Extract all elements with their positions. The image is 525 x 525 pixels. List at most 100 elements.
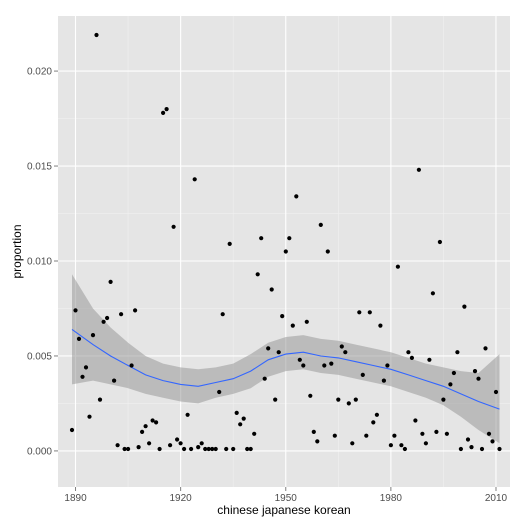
data-point xyxy=(234,410,239,415)
data-point xyxy=(245,446,250,452)
data-point xyxy=(97,397,103,402)
data-point xyxy=(255,272,260,277)
y-axis-title: proportion xyxy=(10,224,24,278)
y-tick-label: 0.005 xyxy=(27,351,52,362)
data-point xyxy=(136,445,141,450)
data-point xyxy=(112,378,117,383)
data-point xyxy=(290,323,295,328)
data-point xyxy=(423,441,428,446)
data-point xyxy=(94,32,99,38)
data-point xyxy=(164,107,169,112)
data-point xyxy=(238,422,243,427)
data-point xyxy=(336,397,341,402)
data-point xyxy=(280,314,285,319)
y-axis-ticks: 0.000 0.005 0.010 0.015 0.020 xyxy=(27,67,58,457)
data-point xyxy=(441,397,446,402)
data-point xyxy=(409,355,414,360)
y-tick-label: 0.020 xyxy=(27,67,52,78)
x-axis-title: chinese japanese korean xyxy=(217,503,350,517)
data-point xyxy=(374,412,379,417)
data-point xyxy=(182,446,187,452)
data-point xyxy=(252,431,257,436)
data-point xyxy=(381,378,386,383)
data-point xyxy=(192,177,197,182)
data-point xyxy=(455,350,460,355)
data-point xyxy=(220,312,225,317)
data-point xyxy=(416,167,421,172)
data-point xyxy=(210,446,215,452)
data-point xyxy=(185,412,190,417)
data-point xyxy=(90,333,96,338)
data-point xyxy=(364,433,369,438)
data-point xyxy=(479,446,485,452)
data-point xyxy=(189,446,194,452)
data-point xyxy=(196,445,201,450)
y-tick-label: 0.015 xyxy=(27,162,52,173)
data-point xyxy=(269,287,274,292)
data-point xyxy=(203,446,208,452)
data-point xyxy=(101,319,106,324)
data-point xyxy=(157,446,162,452)
data-point xyxy=(154,420,159,425)
data-point xyxy=(465,437,471,442)
data-point xyxy=(140,429,145,434)
data-point xyxy=(311,429,316,434)
y-tick-label: 0.000 xyxy=(27,446,52,457)
data-point xyxy=(73,308,78,313)
data-point xyxy=(108,279,113,284)
x-tick-label: 1890 xyxy=(64,493,87,504)
data-point xyxy=(318,222,323,227)
data-point xyxy=(224,446,229,452)
data-point xyxy=(385,363,390,368)
data-point xyxy=(483,346,488,351)
data-point xyxy=(143,424,148,429)
data-point xyxy=(80,374,85,379)
data-point xyxy=(83,365,89,370)
data-point xyxy=(434,429,439,434)
data-point xyxy=(430,291,435,296)
x-axis-ticks: 1890 1920 1950 1980 2010 xyxy=(64,487,508,504)
data-point xyxy=(115,443,120,448)
data-point xyxy=(427,357,432,362)
data-point xyxy=(178,441,183,446)
data-point xyxy=(399,443,404,448)
data-point xyxy=(161,110,166,115)
data-point xyxy=(437,239,442,245)
data-point xyxy=(308,393,313,398)
data-point xyxy=(262,376,267,381)
data-point xyxy=(304,319,309,324)
data-point xyxy=(472,369,478,374)
data-point xyxy=(231,446,236,452)
data-point xyxy=(133,308,138,313)
data-point xyxy=(469,445,474,450)
data-point xyxy=(367,310,372,315)
data-point xyxy=(339,344,344,349)
x-tick-label: 1920 xyxy=(170,493,193,504)
data-point xyxy=(150,418,155,423)
data-point xyxy=(283,249,288,254)
data-point xyxy=(129,363,134,368)
data-point xyxy=(248,446,253,452)
data-point xyxy=(217,389,222,395)
data-points xyxy=(69,32,502,452)
data-point xyxy=(105,315,110,321)
data-point xyxy=(360,372,365,377)
data-point xyxy=(357,310,362,315)
smooth-trend-line xyxy=(71,328,500,410)
data-point xyxy=(241,416,246,421)
data-point xyxy=(325,249,330,254)
data-point xyxy=(406,350,411,355)
data-point xyxy=(126,446,131,452)
data-point xyxy=(266,346,271,351)
data-point xyxy=(301,363,306,368)
data-point xyxy=(486,431,492,436)
data-point xyxy=(451,370,456,376)
data-point xyxy=(322,363,327,368)
data-point xyxy=(378,323,383,328)
data-point xyxy=(371,420,376,425)
data-point xyxy=(315,439,320,444)
data-point xyxy=(329,361,334,366)
data-point xyxy=(462,304,467,309)
x-tick-label: 1950 xyxy=(275,493,298,504)
